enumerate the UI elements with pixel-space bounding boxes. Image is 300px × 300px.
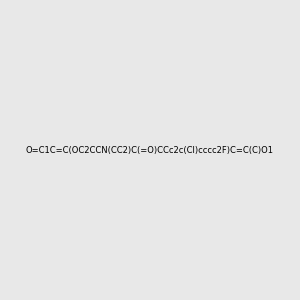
Text: O=C1C=C(OC2CCN(CC2)C(=O)CCc2c(Cl)cccc2F)C=C(C)O1: O=C1C=C(OC2CCN(CC2)C(=O)CCc2c(Cl)cccc2F)… xyxy=(26,146,274,154)
